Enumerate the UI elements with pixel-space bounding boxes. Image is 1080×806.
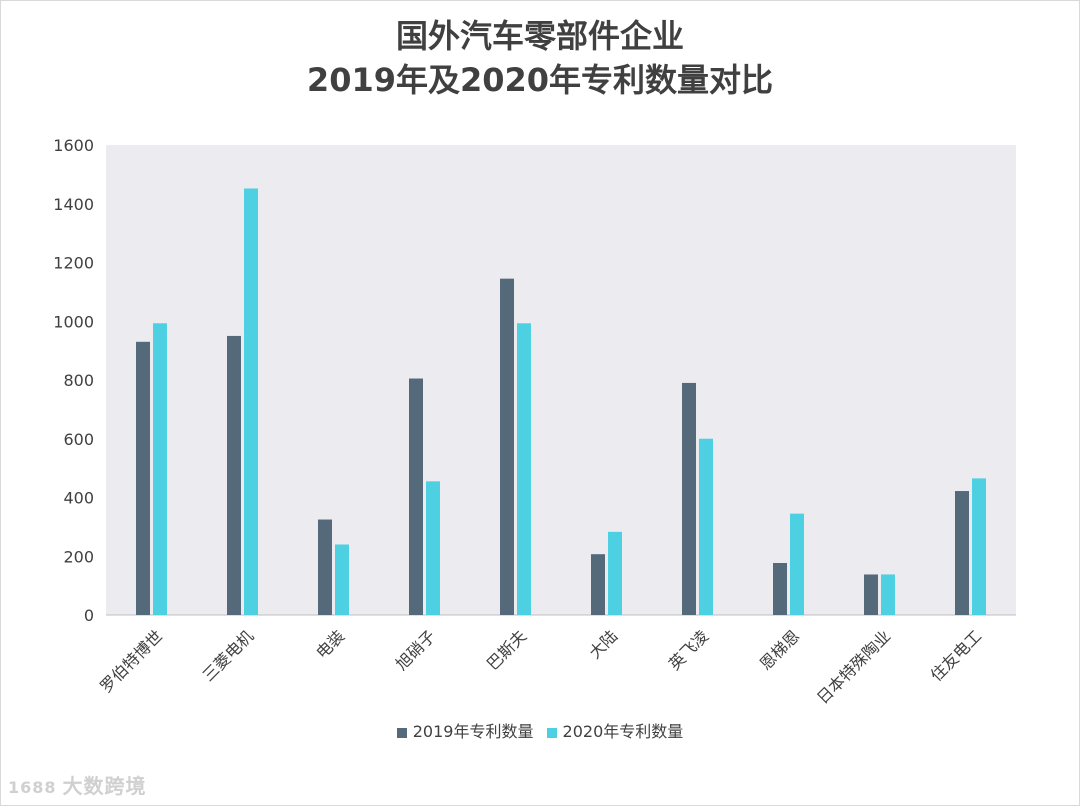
bar-2020-1 bbox=[244, 188, 258, 615]
bar-2019-1 bbox=[227, 335, 241, 615]
x-tick-label: 罗伯特博世 bbox=[96, 626, 166, 696]
bar-2020-2 bbox=[335, 544, 349, 615]
y-axis: 0 200 400 600 800 1000 1200 1400 1600 bbox=[53, 136, 94, 625]
bar-2020-0 bbox=[153, 323, 167, 615]
bar-2020-7 bbox=[790, 513, 804, 615]
legend-label-2020: 2020年专利数量 bbox=[562, 722, 684, 741]
bar-2020-9 bbox=[972, 478, 986, 615]
x-tick-label: 住友电工 bbox=[927, 626, 986, 685]
bar-2020-3 bbox=[426, 481, 440, 615]
bar-2020-8 bbox=[881, 574, 895, 615]
x-tick-label: 旭硝子 bbox=[392, 626, 439, 673]
legend-item-2019: 2019年专利数量 bbox=[396, 718, 534, 742]
legend-swatch-2020 bbox=[546, 727, 557, 738]
y-tick-label: 1200 bbox=[53, 254, 94, 273]
x-tick-label: 大陆 bbox=[585, 626, 621, 662]
x-tick-label: 三菱电机 bbox=[199, 626, 258, 685]
legend-swatch-2019 bbox=[396, 727, 407, 738]
chart-title-line-2: 2019年及2020年专利数量对比 bbox=[306, 61, 774, 99]
legend: 2019年专利数量 2020年专利数量 bbox=[0, 718, 1080, 742]
watermark: 1688 大数跨境 bbox=[8, 770, 147, 799]
y-tick-label: 200 bbox=[63, 547, 94, 566]
y-tick-label: 400 bbox=[63, 489, 94, 508]
bar-2019-7 bbox=[773, 563, 787, 615]
x-tick-label: 恩梯恩 bbox=[756, 626, 803, 673]
x-tick-label: 电装 bbox=[312, 626, 348, 662]
bar-2019-9 bbox=[955, 491, 969, 615]
bar-2019-4 bbox=[500, 278, 514, 615]
x-tick-label: 英飞凌 bbox=[665, 626, 712, 673]
plot-area bbox=[106, 145, 1016, 615]
y-tick-label: 600 bbox=[63, 430, 94, 449]
bar-2020-4 bbox=[517, 323, 531, 615]
y-tick-label: 800 bbox=[63, 371, 94, 390]
watermark-logo: 1688 bbox=[8, 778, 57, 797]
x-tick-label: 日本特殊陶业 bbox=[813, 626, 894, 707]
legend-item-2020: 2020年专利数量 bbox=[546, 718, 684, 742]
bar-2019-6 bbox=[682, 382, 696, 615]
bar-2019-8 bbox=[864, 574, 878, 615]
bar-2019-3 bbox=[409, 378, 423, 615]
y-tick-label: 1600 bbox=[53, 136, 94, 155]
x-axis: 罗伯特博世 三菱电机 电装 旭硝子 巴斯夫 大陆 英飞凌 恩梯恩 日本特殊陶业 住友电工 bbox=[96, 626, 985, 707]
bar-2020-5 bbox=[608, 531, 622, 615]
bar-2020-6 bbox=[699, 438, 713, 615]
bar-2019-2 bbox=[318, 519, 332, 615]
chart-title-line-1: 国外汽车零部件企业 bbox=[395, 17, 684, 55]
bar-2019-5 bbox=[591, 554, 605, 615]
y-tick-label: 1000 bbox=[53, 312, 94, 331]
bars bbox=[136, 188, 986, 615]
chart-title: 国外汽车零部件企业 2019年及2020年专利数量对比 bbox=[0, 14, 1080, 102]
y-tick-label: 0 bbox=[84, 606, 94, 625]
y-tick-label: 1400 bbox=[53, 195, 94, 214]
watermark-text: 大数跨境 bbox=[62, 774, 147, 798]
x-tick-label: 巴斯夫 bbox=[483, 626, 530, 673]
legend-label-2019: 2019年专利数量 bbox=[412, 722, 534, 741]
bar-2019-0 bbox=[136, 341, 150, 615]
